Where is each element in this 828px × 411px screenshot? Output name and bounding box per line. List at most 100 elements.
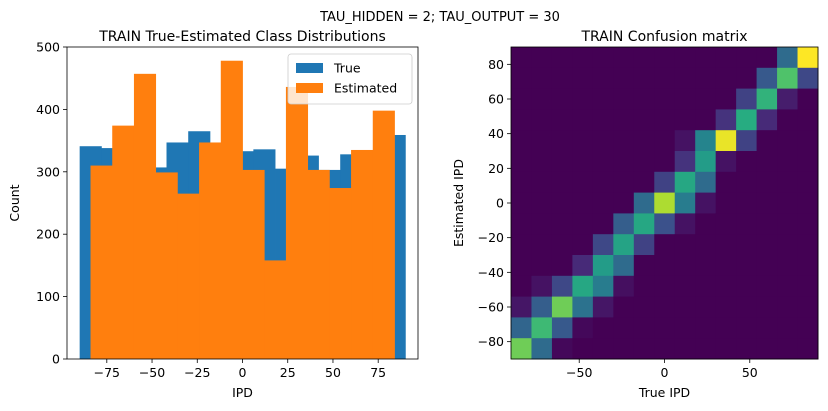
bar-estimated-0 <box>90 165 113 359</box>
cell-r6-c7 <box>654 171 676 194</box>
cell-r10-c6 <box>633 255 655 277</box>
cell-r6-c5 <box>613 171 635 194</box>
cell-r6-c6 <box>633 171 655 194</box>
cell-r10-c1 <box>531 255 553 277</box>
y-axis-label: Count <box>7 184 22 221</box>
cell-r11-c11 <box>736 275 758 298</box>
cell-r8-c9 <box>695 213 717 235</box>
cell-r1-c13 <box>777 67 799 90</box>
cell-r10-c11 <box>736 255 758 277</box>
cell-r12-c14 <box>797 296 819 318</box>
cell-r13-c10 <box>715 317 737 339</box>
y-tick-label-4: 400 <box>36 102 60 117</box>
bar-estimated-11 <box>329 188 352 359</box>
histogram-chart: −75 −50 −25 0 25 50 75 0 100 200 300 400 500 TRAIN Tr… <box>7 29 419 400</box>
cell-r5-c9 <box>695 151 717 173</box>
cell-r13-c9 <box>695 317 717 339</box>
chart-title: TRAIN True-Estimated Class Distributions <box>98 29 386 45</box>
cell-r0-c2 <box>551 47 573 69</box>
cell-r6-c2 <box>551 171 573 194</box>
cell-r9-c14 <box>797 234 819 256</box>
cell-r5-c14 <box>797 151 819 173</box>
cell-r2-c14 <box>797 88 819 110</box>
cell-r3-c14 <box>797 109 819 131</box>
cell-r5-c0 <box>511 151 532 173</box>
x-axis-label: True IPD <box>638 385 690 400</box>
cell-r0-c14 <box>797 47 819 69</box>
confusion-matrix-chart: −50 0 50 −80 −60 −40 −20 0 20 40 60 80 TRAIN Confusi… <box>451 29 819 400</box>
x-tick-label-0: −50 <box>566 365 592 380</box>
cell-r12-c8 <box>674 296 696 318</box>
cell-r5-c11 <box>736 151 758 173</box>
cell-r9-c6 <box>633 234 655 256</box>
cell-r10-c0 <box>511 255 532 277</box>
cell-r11-c6 <box>633 275 655 298</box>
cell-r11-c7 <box>654 275 676 298</box>
bar-estimated-1 <box>112 125 135 360</box>
x-tick-label-1: 0 <box>661 365 669 380</box>
cell-r10-c5 <box>613 255 635 277</box>
cell-r4-c10 <box>715 130 737 152</box>
y-tick-label-3: 300 <box>36 164 60 179</box>
x-tick-label-1: −50 <box>139 365 165 380</box>
cell-r1-c8 <box>674 67 696 90</box>
cell-r8-c0 <box>511 213 532 235</box>
cell-r7-c6 <box>633 192 655 214</box>
cell-r2-c8 <box>674 88 696 110</box>
cell-r1-c9 <box>695 67 717 90</box>
cell-r6-c10 <box>715 171 737 194</box>
cell-r9-c5 <box>613 234 635 256</box>
cell-r1-c1 <box>531 67 553 90</box>
cell-r14-c13 <box>777 338 799 360</box>
cell-r13-c12 <box>756 317 778 339</box>
cell-r2-c3 <box>572 88 594 110</box>
cell-r2-c10 <box>715 88 737 110</box>
cell-r4-c6 <box>633 130 655 152</box>
cell-r8-c13 <box>777 213 799 235</box>
bar-estimated-2 <box>133 73 157 359</box>
cell-r4-c7 <box>654 130 676 152</box>
cell-r9-c2 <box>551 234 573 256</box>
cell-r14-c9 <box>695 338 717 360</box>
cell-r2-c11 <box>736 88 758 110</box>
cell-r2-c12 <box>756 88 778 110</box>
cell-r7-c9 <box>695 192 717 214</box>
cell-r12-c5 <box>613 296 635 318</box>
cell-r1-c4 <box>592 67 614 90</box>
cell-r14-c3 <box>572 338 594 360</box>
bar-estimated-6 <box>220 60 243 360</box>
cell-r6-c4 <box>592 171 614 194</box>
cell-r7-c3 <box>572 192 594 214</box>
cell-r10-c12 <box>756 255 778 277</box>
cell-r14-c10 <box>715 338 737 360</box>
cell-r14-c0 <box>511 338 532 360</box>
cell-r4-c4 <box>592 130 614 152</box>
cell-r11-c2 <box>551 275 573 298</box>
cell-r7-c8 <box>674 192 696 214</box>
bar-estimated-7 <box>242 169 265 359</box>
cell-r13-c5 <box>613 317 635 339</box>
y-tick-label-2: −40 <box>478 265 504 280</box>
cell-r6-c9 <box>695 171 717 194</box>
cell-r4-c12 <box>756 130 778 152</box>
cell-r1-c11 <box>736 67 758 90</box>
cell-r8-c7 <box>654 213 676 235</box>
x-tick-label-3: 0 <box>239 365 247 380</box>
cell-r12-c7 <box>654 296 676 318</box>
cell-r8-c3 <box>572 213 594 235</box>
cell-r3-c13 <box>777 109 799 131</box>
cell-r7-c11 <box>736 192 758 214</box>
cell-r8-c4 <box>592 213 614 235</box>
figure-suptitle: TAU_HIDDEN = 2; TAU_OUTPUT = 30 <box>319 10 560 25</box>
cell-r6-c11 <box>736 171 758 194</box>
cell-r0-c5 <box>613 47 635 69</box>
cell-r12-c4 <box>592 296 614 318</box>
cell-r13-c13 <box>777 317 799 339</box>
cell-r12-c3 <box>572 296 594 318</box>
cell-r4-c8 <box>674 130 696 152</box>
cell-r14-c5 <box>613 338 635 360</box>
cell-r14-c7 <box>654 338 676 360</box>
cell-r6-c1 <box>531 171 553 194</box>
cell-r9-c4 <box>592 234 614 256</box>
